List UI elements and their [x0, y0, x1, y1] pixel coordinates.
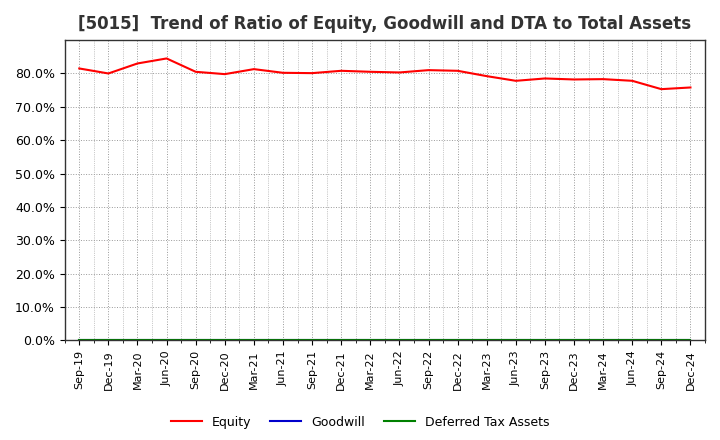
Equity — [454, 68, 462, 73]
Goodwill — [570, 337, 578, 343]
Deferred Tax Assets — [250, 337, 258, 343]
Deferred Tax Assets — [192, 337, 200, 343]
Goodwill — [657, 337, 666, 343]
Deferred Tax Assets — [395, 337, 404, 343]
Deferred Tax Assets — [307, 337, 316, 343]
Deferred Tax Assets — [482, 337, 491, 343]
Equity — [570, 77, 578, 82]
Line: Equity: Equity — [79, 59, 690, 89]
Goodwill — [366, 337, 374, 343]
Goodwill — [424, 337, 433, 343]
Equity — [482, 73, 491, 79]
Goodwill — [686, 337, 695, 343]
Goodwill — [162, 337, 171, 343]
Goodwill — [541, 337, 549, 343]
Goodwill — [307, 337, 316, 343]
Title: [5015]  Trend of Ratio of Equity, Goodwill and DTA to Total Assets: [5015] Trend of Ratio of Equity, Goodwil… — [78, 15, 691, 33]
Equity — [628, 78, 636, 84]
Legend: Equity, Goodwill, Deferred Tax Assets: Equity, Goodwill, Deferred Tax Assets — [166, 411, 554, 434]
Goodwill — [599, 337, 608, 343]
Goodwill — [454, 337, 462, 343]
Goodwill — [133, 337, 142, 343]
Equity — [307, 70, 316, 76]
Goodwill — [395, 337, 404, 343]
Deferred Tax Assets — [424, 337, 433, 343]
Deferred Tax Assets — [104, 337, 113, 343]
Deferred Tax Assets — [75, 337, 84, 343]
Deferred Tax Assets — [570, 337, 578, 343]
Equity — [192, 69, 200, 74]
Goodwill — [279, 337, 287, 343]
Deferred Tax Assets — [657, 337, 666, 343]
Equity — [511, 78, 520, 84]
Goodwill — [192, 337, 200, 343]
Goodwill — [511, 337, 520, 343]
Goodwill — [75, 337, 84, 343]
Goodwill — [628, 337, 636, 343]
Deferred Tax Assets — [162, 337, 171, 343]
Deferred Tax Assets — [220, 337, 229, 343]
Deferred Tax Assets — [133, 337, 142, 343]
Deferred Tax Assets — [279, 337, 287, 343]
Equity — [657, 87, 666, 92]
Equity — [279, 70, 287, 75]
Goodwill — [250, 337, 258, 343]
Equity — [424, 67, 433, 73]
Equity — [75, 66, 84, 71]
Equity — [133, 61, 142, 66]
Goodwill — [220, 337, 229, 343]
Goodwill — [104, 337, 113, 343]
Equity — [541, 76, 549, 81]
Deferred Tax Assets — [628, 337, 636, 343]
Equity — [337, 68, 346, 73]
Equity — [395, 70, 404, 75]
Equity — [599, 77, 608, 82]
Deferred Tax Assets — [511, 337, 520, 343]
Deferred Tax Assets — [541, 337, 549, 343]
Goodwill — [482, 337, 491, 343]
Equity — [220, 71, 229, 77]
Deferred Tax Assets — [686, 337, 695, 343]
Equity — [686, 85, 695, 90]
Deferred Tax Assets — [599, 337, 608, 343]
Equity — [104, 71, 113, 76]
Equity — [366, 69, 374, 74]
Equity — [162, 56, 171, 61]
Deferred Tax Assets — [454, 337, 462, 343]
Equity — [250, 66, 258, 72]
Deferred Tax Assets — [366, 337, 374, 343]
Deferred Tax Assets — [337, 337, 346, 343]
Goodwill — [337, 337, 346, 343]
